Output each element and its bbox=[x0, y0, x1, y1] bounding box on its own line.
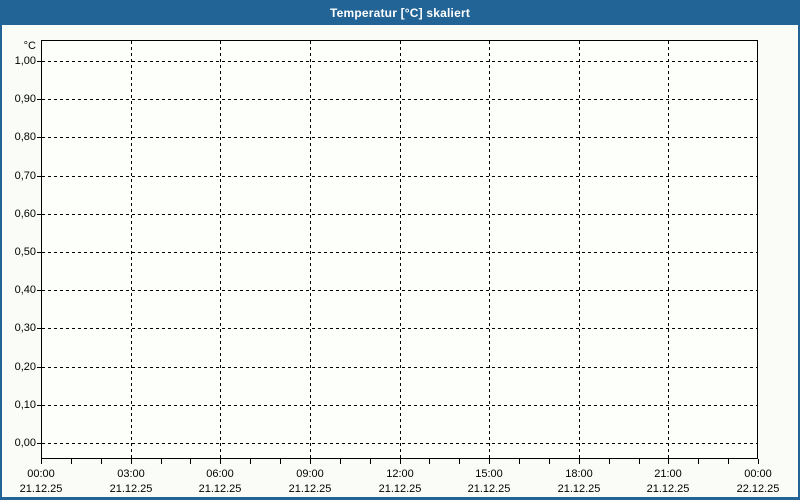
x-axis-tick bbox=[250, 459, 251, 464]
x-axis-tick bbox=[41, 459, 42, 464]
x-axis-tick bbox=[609, 459, 610, 464]
x-axis-date-label: 21.12.25 bbox=[467, 483, 511, 495]
y-axis-label: 0,80 bbox=[14, 131, 36, 143]
x-axis-tick bbox=[429, 459, 430, 464]
x-axis-tick bbox=[280, 459, 281, 464]
x-axis-tick bbox=[400, 459, 401, 464]
x-axis-tick bbox=[131, 459, 132, 464]
x-axis-tick bbox=[639, 459, 640, 464]
window-title: Temperatur [°C] skaliert bbox=[329, 5, 471, 20]
y-axis-tick bbox=[37, 328, 41, 329]
plot-area bbox=[41, 40, 758, 459]
x-axis-date-label: 22.12.25 bbox=[736, 483, 780, 495]
x-axis-tick bbox=[340, 459, 341, 464]
y-gridline bbox=[42, 99, 757, 100]
x-axis-tick bbox=[579, 459, 580, 464]
x-axis-tick bbox=[698, 459, 699, 464]
x-axis-time-label: 12:00 bbox=[386, 468, 414, 480]
y-axis-label: 0,20 bbox=[14, 361, 36, 373]
x-axis-tick bbox=[71, 459, 72, 464]
y-axis-tick bbox=[37, 443, 41, 444]
x-axis-tick bbox=[220, 459, 221, 464]
y-axis-label: 0,50 bbox=[14, 246, 36, 258]
y-axis-tick bbox=[37, 137, 41, 138]
y-axis-label: 0,40 bbox=[14, 284, 36, 296]
y-gridline bbox=[42, 61, 757, 62]
y-axis-tick bbox=[37, 405, 41, 406]
y-axis-tick bbox=[37, 367, 41, 368]
x-axis-tick bbox=[370, 459, 371, 464]
y-gridline bbox=[42, 137, 757, 138]
window-titlebar[interactable]: Temperatur [°C] skaliert bbox=[0, 0, 800, 25]
y-gridline bbox=[42, 443, 757, 444]
y-gridline bbox=[42, 176, 757, 177]
x-axis-time-label: 00:00 bbox=[27, 468, 55, 480]
y-axis-unit-label: °C bbox=[23, 40, 36, 52]
x-axis-time-label: 21:00 bbox=[654, 468, 682, 480]
x-axis-tick bbox=[668, 459, 669, 464]
x-gridline bbox=[310, 41, 311, 458]
x-axis-date-label: 21.12.25 bbox=[288, 483, 332, 495]
y-axis-label: 0,70 bbox=[14, 170, 36, 182]
x-axis-tick bbox=[459, 459, 460, 464]
x-axis-time-label: 06:00 bbox=[206, 468, 234, 480]
y-gridline bbox=[42, 252, 757, 253]
x-axis-tick bbox=[190, 459, 191, 464]
x-axis-time-label: 03:00 bbox=[117, 468, 145, 480]
x-axis-date-label: 21.12.25 bbox=[378, 483, 422, 495]
y-gridline bbox=[42, 328, 757, 329]
x-axis-time-label: 00:00 bbox=[744, 468, 772, 480]
x-axis-tick bbox=[549, 459, 550, 464]
y-gridline bbox=[42, 405, 757, 406]
y-axis-tick bbox=[37, 99, 41, 100]
y-axis-label: 0,10 bbox=[14, 399, 36, 411]
x-axis-tick bbox=[310, 459, 311, 464]
x-gridline bbox=[400, 41, 401, 458]
x-axis-tick bbox=[758, 459, 759, 464]
chart-content: °C 1,00 0,90 0,80 0,70 0,60 0,50 0,40 0,30 0,20 0… bbox=[2, 25, 798, 497]
y-axis-tick bbox=[37, 252, 41, 253]
y-axis-tick bbox=[37, 61, 41, 62]
x-gridline bbox=[668, 41, 669, 458]
x-axis-date-label: 21.12.25 bbox=[19, 483, 63, 495]
y-axis-tick bbox=[37, 214, 41, 215]
x-axis-tick bbox=[161, 459, 162, 464]
y-axis-label: 1,00 bbox=[14, 55, 36, 67]
x-gridline bbox=[220, 41, 221, 458]
y-gridline bbox=[42, 290, 757, 291]
x-axis-date-label: 21.12.25 bbox=[109, 483, 153, 495]
x-gridline bbox=[579, 41, 580, 458]
x-axis-tick bbox=[101, 459, 102, 464]
y-axis-tick bbox=[37, 290, 41, 291]
y-axis-label: 0,60 bbox=[14, 208, 36, 220]
x-axis-date-label: 21.12.25 bbox=[646, 483, 690, 495]
y-axis-label: 0,30 bbox=[14, 322, 36, 334]
x-axis-time-label: 18:00 bbox=[565, 468, 593, 480]
x-axis-tick bbox=[489, 459, 490, 464]
y-gridline bbox=[42, 367, 757, 368]
x-gridline bbox=[489, 41, 490, 458]
y-axis-tick bbox=[37, 176, 41, 177]
y-gridline bbox=[42, 214, 757, 215]
x-axis-time-label: 15:00 bbox=[475, 468, 503, 480]
x-axis-time-label: 09:00 bbox=[296, 468, 324, 480]
y-axis-label: 0,90 bbox=[14, 93, 36, 105]
x-axis-tick bbox=[728, 459, 729, 464]
y-axis-label: 0,00 bbox=[14, 437, 36, 449]
x-gridline bbox=[131, 41, 132, 458]
x-axis-date-label: 21.12.25 bbox=[198, 483, 242, 495]
x-axis-date-label: 21.12.25 bbox=[557, 483, 601, 495]
x-axis-tick bbox=[519, 459, 520, 464]
